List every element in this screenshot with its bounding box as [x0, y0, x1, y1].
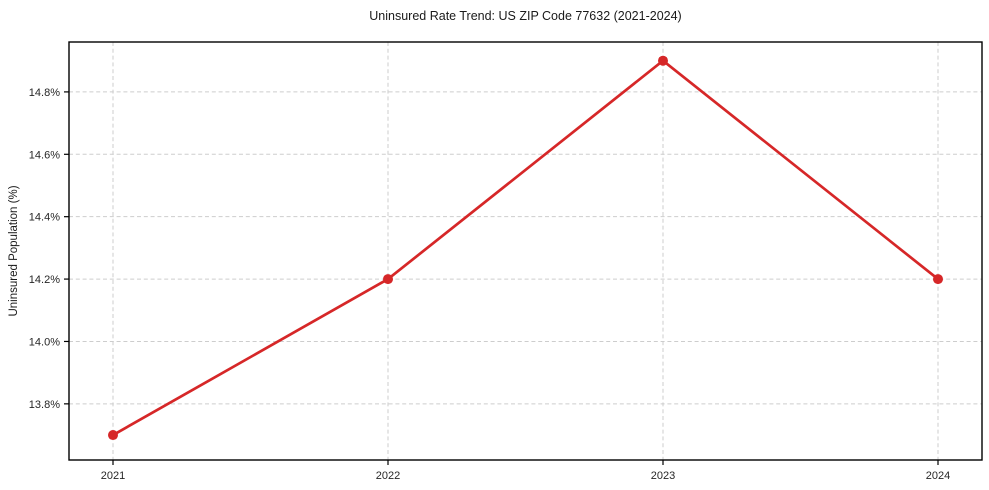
x-tick-label: 2022: [376, 470, 400, 482]
y-tick-label: 14.0%: [29, 336, 60, 348]
data-point-2023: [658, 55, 668, 66]
plot-border: [68, 41, 983, 461]
y-tick-label: 14.4%: [29, 212, 60, 224]
data-point-2024: [933, 274, 943, 285]
y-tick-label: 14.6%: [29, 149, 60, 161]
y-tick-label: 13.8%: [29, 399, 60, 411]
chart-title: Uninsured Rate Trend: US ZIP Code 77632 …: [369, 9, 682, 23]
y-tick-label: 14.2%: [29, 274, 60, 286]
x-tick-label: 2023: [651, 470, 675, 482]
y-tick-label: 14.8%: [29, 87, 60, 99]
trend-line: [111, 59, 940, 437]
data-point-2022: [383, 274, 393, 285]
x-tick-label: 2024: [926, 470, 950, 482]
x-tick-label: 2021: [101, 470, 125, 482]
data-point-2021: [108, 430, 118, 441]
